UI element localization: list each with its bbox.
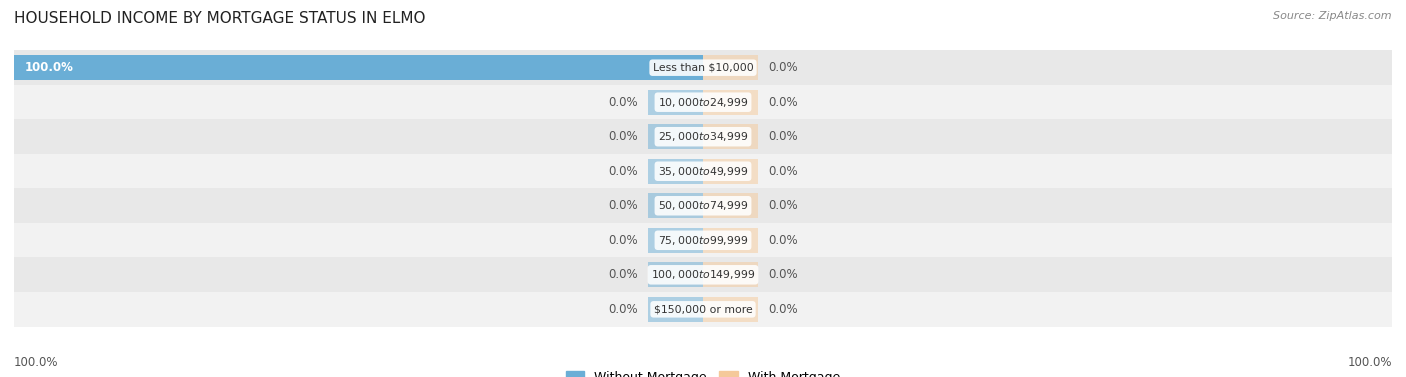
Bar [648,90,703,115]
Bar [703,55,758,80]
Bar [648,262,703,287]
Text: $25,000 to $34,999: $25,000 to $34,999 [658,130,748,143]
Text: $75,000 to $99,999: $75,000 to $99,999 [658,234,748,247]
Text: 0.0%: 0.0% [607,165,637,178]
Bar [14,223,1392,258]
Text: 0.0%: 0.0% [769,61,799,74]
Bar [703,159,758,184]
Bar [14,257,1392,293]
Bar [703,297,758,322]
Text: 100.0%: 100.0% [14,357,59,369]
Bar [648,297,703,322]
Text: $50,000 to $74,999: $50,000 to $74,999 [658,199,748,212]
Text: Source: ZipAtlas.com: Source: ZipAtlas.com [1274,11,1392,21]
Bar [14,55,703,80]
Bar [703,262,758,287]
Bar [14,188,1392,224]
Text: $10,000 to $24,999: $10,000 to $24,999 [658,96,748,109]
Text: 0.0%: 0.0% [769,234,799,247]
Bar [648,193,703,218]
Text: 0.0%: 0.0% [769,130,799,143]
Bar [703,124,758,149]
Text: 0.0%: 0.0% [769,199,799,212]
Text: 0.0%: 0.0% [607,303,637,316]
Bar [14,119,1392,154]
Bar [648,159,703,184]
Text: 0.0%: 0.0% [769,303,799,316]
Text: 0.0%: 0.0% [607,96,637,109]
Bar [14,292,1392,327]
Text: 0.0%: 0.0% [607,130,637,143]
Bar [648,228,703,253]
Text: 100.0%: 100.0% [1347,357,1392,369]
Text: 0.0%: 0.0% [607,268,637,281]
Bar [703,193,758,218]
Bar [703,90,758,115]
Text: 0.0%: 0.0% [769,96,799,109]
Bar [703,228,758,253]
Bar [14,84,1392,120]
Text: 0.0%: 0.0% [607,234,637,247]
Text: 0.0%: 0.0% [769,268,799,281]
Text: 100.0%: 100.0% [24,61,73,74]
Text: $100,000 to $149,999: $100,000 to $149,999 [651,268,755,281]
Text: 0.0%: 0.0% [607,199,637,212]
Text: $150,000 or more: $150,000 or more [654,304,752,314]
Bar [648,124,703,149]
Legend: Without Mortgage, With Mortgage: Without Mortgage, With Mortgage [561,366,845,377]
Text: Less than $10,000: Less than $10,000 [652,63,754,73]
Bar [14,50,1392,85]
Text: HOUSEHOLD INCOME BY MORTGAGE STATUS IN ELMO: HOUSEHOLD INCOME BY MORTGAGE STATUS IN E… [14,11,426,26]
Text: 0.0%: 0.0% [769,165,799,178]
Bar [14,153,1392,189]
Text: $35,000 to $49,999: $35,000 to $49,999 [658,165,748,178]
